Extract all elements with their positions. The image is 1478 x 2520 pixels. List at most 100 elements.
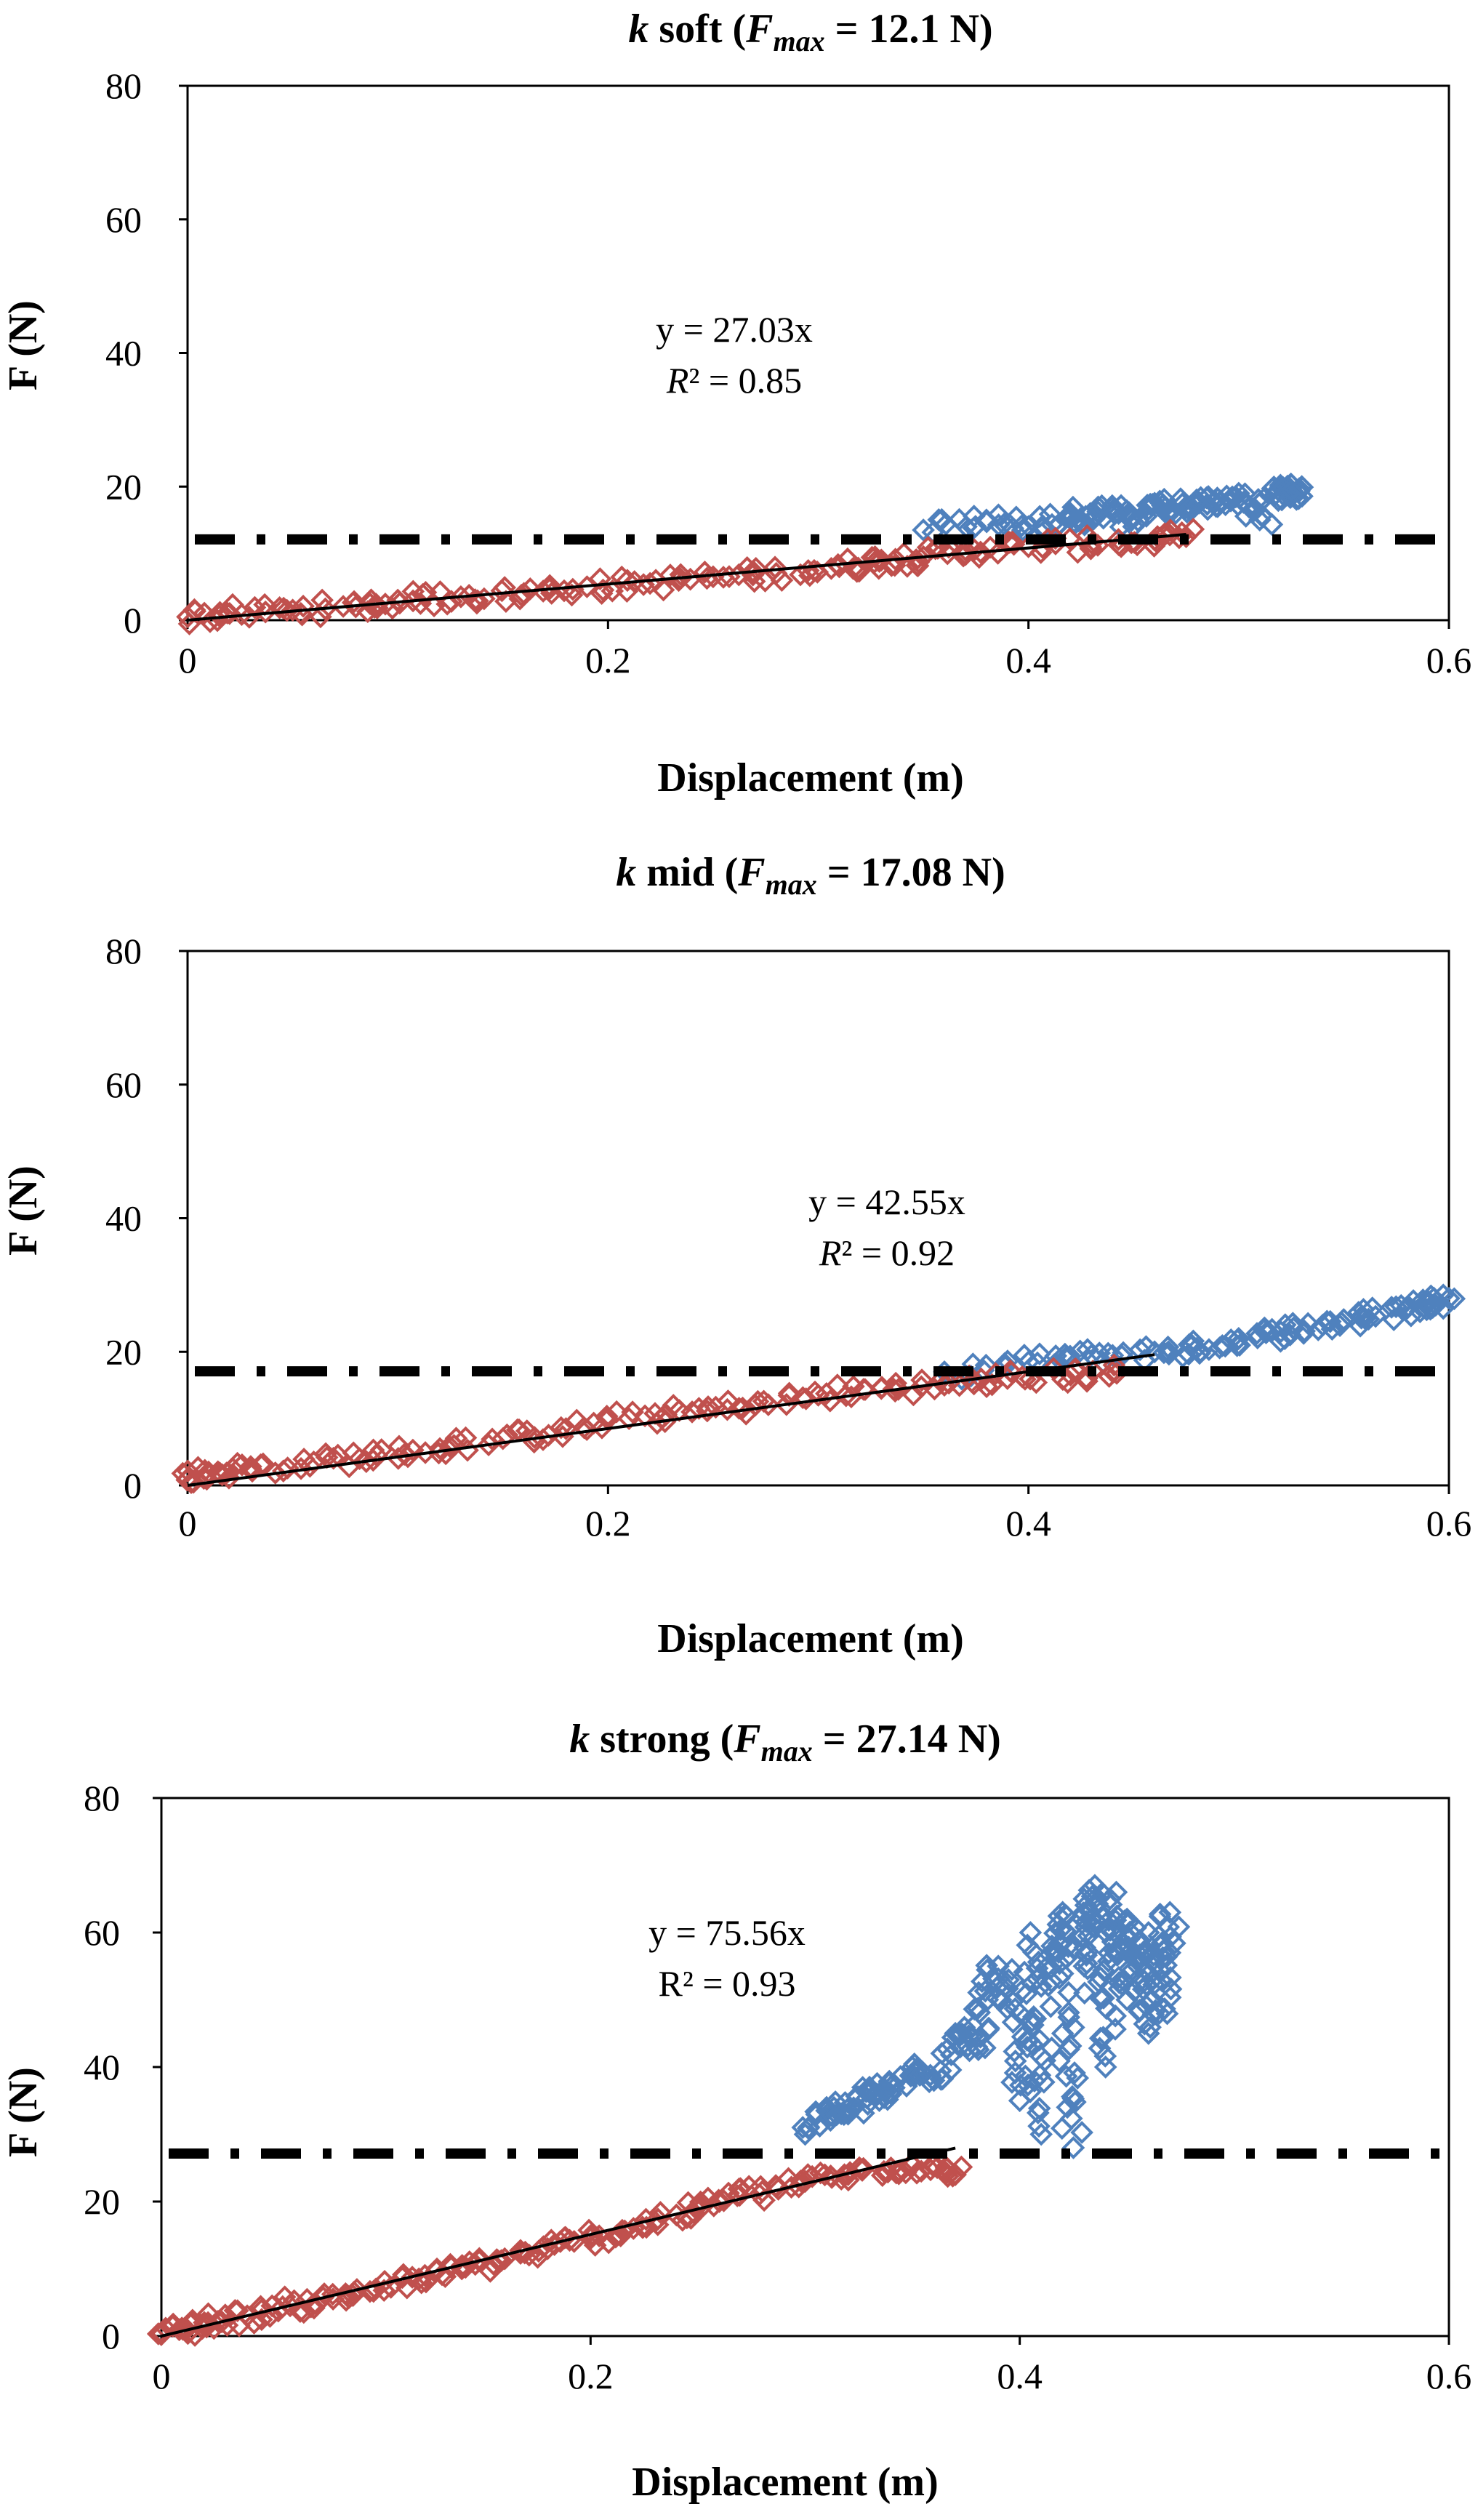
y-tick-label: 40 [105, 1198, 142, 1239]
data-point [1093, 1921, 1117, 1944]
data-point-cloud [744, 556, 768, 580]
data-point-cloud [518, 577, 542, 601]
data-point-cloud [1066, 2066, 1090, 2090]
y-tick-label: 20 [84, 2181, 120, 2222]
data-point-cloud [1136, 493, 1159, 517]
plot-frame [160, 1797, 1450, 2338]
data-point-cloud [1152, 1341, 1176, 1365]
data-point-cloud [975, 1375, 998, 1399]
data-point-cloud [910, 1368, 933, 1392]
data-point-cloud [975, 510, 998, 534]
data-point-cloud [1092, 1959, 1115, 1983]
data-point-cloud [1080, 1885, 1104, 1908]
x-axis-label: Displacement (m) [657, 1616, 963, 1661]
data-point-cloud [1050, 2116, 1074, 2140]
fit-line [187, 533, 1186, 622]
data-point-cloud [1056, 1935, 1080, 1959]
data-point [1437, 1286, 1461, 1310]
data-point [1019, 1921, 1043, 1944]
y-tick-label: 20 [105, 1331, 142, 1372]
data-point-cloud [1027, 2114, 1051, 2138]
data-point-cloud [982, 1967, 1005, 1991]
data-point-cloud [1133, 1943, 1157, 1967]
data-point-cloud [1157, 1340, 1181, 1363]
fit-line [187, 1353, 1155, 1487]
data-point-cloud [605, 1400, 628, 1424]
data-point-cloud [1328, 1314, 1352, 1337]
data-point-cloud [1107, 502, 1130, 525]
data-point-cloud [481, 2252, 505, 2276]
data-point-cloud [794, 1387, 818, 1411]
data-point-cloud [1061, 1937, 1085, 1960]
data-point-cloud [648, 2201, 672, 2224]
data-point-cloud [716, 1389, 740, 1413]
y-tick-label: 80 [105, 931, 142, 971]
data-point-cloud [560, 583, 584, 607]
chart-title: k mid (Fmax = 17.08 N) [616, 850, 1005, 901]
data-point-cloud [973, 2036, 997, 2060]
data-point-cloud [937, 1371, 961, 1395]
data-point [1080, 531, 1104, 555]
data-point [954, 538, 977, 562]
data-point-cloud [847, 559, 871, 583]
data-point-cloud [401, 589, 425, 613]
data-point-cloud [1068, 1339, 1092, 1363]
data-point-cloud [770, 569, 794, 593]
chart-panel-strong: k strong (Fmax = 27.14 N) 0 0.2 0.4 0.6 0 20 4… [0, 1680, 1478, 2516]
chart-title: k soft (Fmax = 12.1 N) [628, 7, 992, 57]
data-point-cloud [221, 593, 244, 617]
data-point [1008, 2002, 1032, 2025]
chart-panel-soft: k soft (Fmax = 12.1 N) 0 0.2 0.4 0.6 0 20 40 60… [0, 0, 1478, 836]
data-point-cloud [345, 2278, 369, 2301]
data-point-cloud [1020, 2010, 1044, 2033]
data-point-cloud [1088, 1966, 1112, 1989]
data-point [386, 588, 409, 612]
y-tick-label: 60 [105, 1064, 142, 1105]
data-point-cloud [401, 1438, 425, 1462]
data-point [1147, 2002, 1171, 2025]
data-point-cloud [896, 555, 919, 578]
chart-strong: k strong (Fmax = 27.14 N) 0 0.2 0.4 0.6 0 20 4… [1, 1717, 1472, 2505]
data-point-cloud [1234, 505, 1258, 528]
data-point-cloud [887, 2162, 911, 2186]
x-tick-label: 0.4 [997, 2356, 1043, 2396]
data-point-cloud [997, 1968, 1021, 1991]
x-tick-label: 0.6 [1426, 2356, 1472, 2396]
data-point-cloud [1128, 1338, 1152, 1362]
data-point-cloud [1225, 1334, 1249, 1357]
data-point [1158, 1901, 1182, 1925]
data-point-cloud [1048, 2049, 1071, 2073]
data-point-cloud [1149, 1959, 1173, 1983]
data-point-cloud [601, 579, 624, 603]
data-point-cloud [1126, 509, 1150, 533]
data-point-cloud [813, 2163, 837, 2187]
data-point-cloud [1104, 2018, 1127, 2041]
data-point [575, 575, 599, 598]
data-point-cloud [1130, 1933, 1153, 1957]
data-point-cloud [789, 2169, 813, 2193]
data-point-cloud [1085, 1885, 1108, 1909]
data-point-cloud [621, 1400, 644, 1424]
fit-line [161, 2146, 956, 2338]
data-point-cloud [380, 596, 404, 620]
data-point-cloud [538, 574, 562, 598]
y-axis-label: F (N) [1, 300, 46, 390]
y-tick-label: 20 [105, 466, 142, 507]
data-point-cloud [1250, 503, 1274, 527]
data-point-cloud [591, 578, 615, 602]
data-point-cloud [1352, 1298, 1375, 1321]
data-point-cloud [595, 1405, 619, 1428]
data-point-cloud [1054, 2064, 1078, 2088]
data-point-cloud [1059, 2106, 1083, 2130]
data-point-cloud [939, 2058, 963, 2082]
data-point [449, 585, 473, 609]
data-point [1227, 481, 1250, 505]
data-point-cloud [268, 596, 292, 619]
data-point-cloud [249, 2298, 273, 2322]
data-point-cloud [880, 554, 904, 577]
data-point-cloud [1048, 1966, 1071, 1990]
data-point [1227, 1327, 1250, 1350]
data-point-cloud [243, 595, 267, 619]
data-point-cloud [1057, 2037, 1081, 2061]
fit-r-squared: R² = 0.93 [658, 1963, 795, 2004]
